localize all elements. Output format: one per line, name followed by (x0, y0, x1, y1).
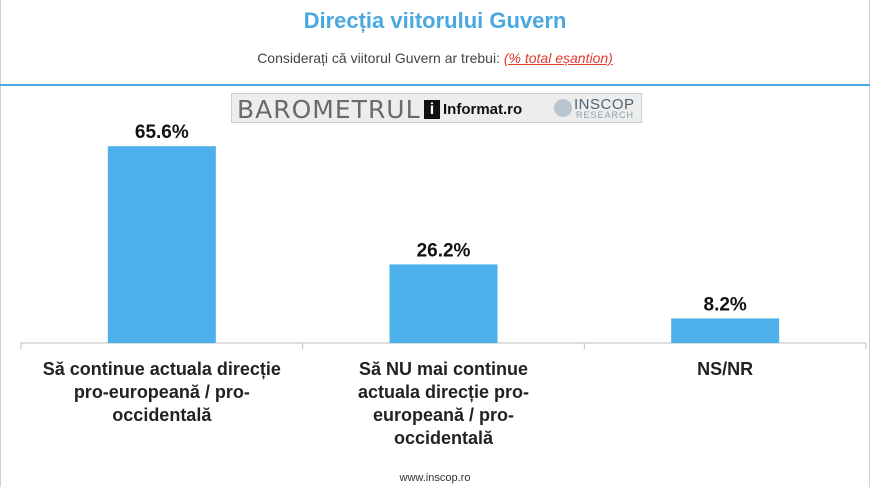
inscop-logo: INSCOP RESEARCH (554, 96, 640, 122)
category-label-1: Să continue actuala direcție pro-europea… (42, 359, 281, 425)
informat-wordmark: Informat.ro (443, 100, 523, 118)
inscop-globe-icon (554, 99, 572, 117)
data-label-2: 26.2% (417, 240, 471, 261)
barometer-logo-banner: BAROMETRUL i Informat.ro INSCOP RESEARCH (231, 93, 642, 124)
header-divider (0, 84, 870, 86)
informat-logo: i Informat.ro (424, 98, 522, 120)
informat-i-icon: i (424, 99, 440, 119)
footer-url: www.inscop.ro (399, 472, 471, 484)
data-label-1: 65.6% (135, 122, 189, 143)
barometer-wordmark: BAROMETRUL (237, 95, 421, 124)
subtitle-text: Considerați că viitorul Guvern ar trebui… (257, 50, 500, 66)
category-label-3: NS/NR (697, 359, 754, 379)
inscop-research-wordmark: RESEARCH (576, 110, 635, 120)
bar-1 (107, 146, 216, 343)
chart-subtitle: Considerați că viitorul Guvern ar trebui… (0, 50, 870, 66)
inscop-wordmark: INSCOP (574, 96, 635, 113)
data-label-3: 8.2% (704, 294, 747, 315)
subtitle-note: (% total eșantion) (503, 50, 613, 66)
chart-title: Direcția viitorului Guvern (303, 8, 567, 33)
bar-2 (389, 264, 498, 343)
bar-3 (671, 318, 780, 343)
category-label-2: Să NU mai continue actuala direcție pro-… (357, 359, 530, 448)
